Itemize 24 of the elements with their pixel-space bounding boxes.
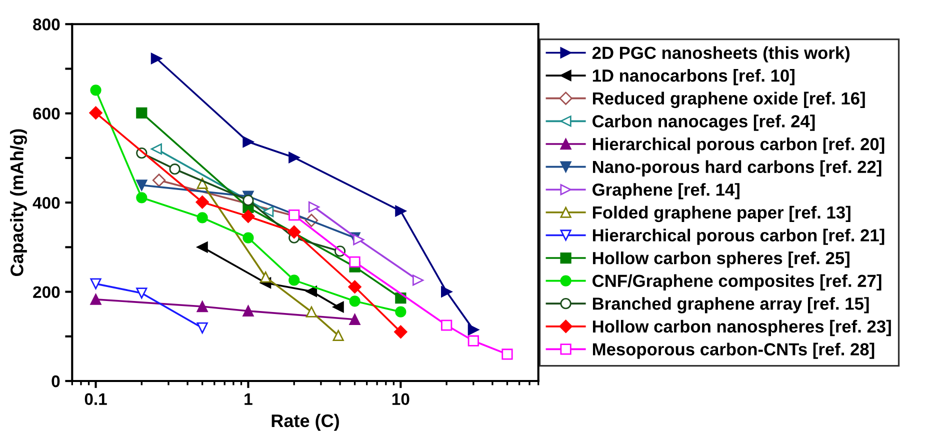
legend-label: Carbon nanocages [ref. 24]: [592, 114, 815, 131]
y-axis-title: Capacity (mAh/g): [10, 129, 27, 276]
legend-label: Reduced graphene oxide [ref. 16]: [592, 92, 865, 108]
legend-label: CNF/Graphene composites [ref. 27]: [592, 274, 882, 290]
y-tick-label: 800: [33, 18, 60, 30]
legend-label: Hierarchical porous carbon [ref. 20]: [592, 138, 884, 154]
y-tick-label: 0: [52, 375, 60, 388]
y-tick-label: 400: [32, 196, 60, 209]
x-tick-label: 1: [244, 393, 252, 405]
x-tick-label: 0.1: [84, 393, 107, 406]
y-tick-label: 200: [33, 286, 60, 298]
legend-label: Graphene [ref. 14]: [592, 183, 740, 200]
legend-label: Hollow carbon nanospheres [ref. 23]: [592, 320, 891, 336]
x-tick-label: 10: [392, 393, 410, 406]
legend-label: 2D PGC nanosheets (this work): [592, 46, 850, 62]
legend-label: Nano-porous hard carbons [ref. 22]: [592, 160, 882, 176]
legend-label: Folded graphene paper [ref. 13]: [592, 206, 850, 222]
legend-label: Hierarchical porous carbon [ref. 21]: [592, 228, 884, 245]
y-tick-label: 600: [33, 108, 60, 120]
x-axis-title: Rate (C): [272, 414, 339, 431]
legend-label: Hollow carbon spheres [ref. 25]: [592, 252, 850, 268]
legend-label: Branched graphene array [ref. 15]: [592, 297, 869, 314]
legend-label: Mesoporous carbon-CNTs [ref. 28]: [592, 342, 874, 359]
legend-label: 1D nanocarbons [ref. 10]: [592, 69, 794, 86]
